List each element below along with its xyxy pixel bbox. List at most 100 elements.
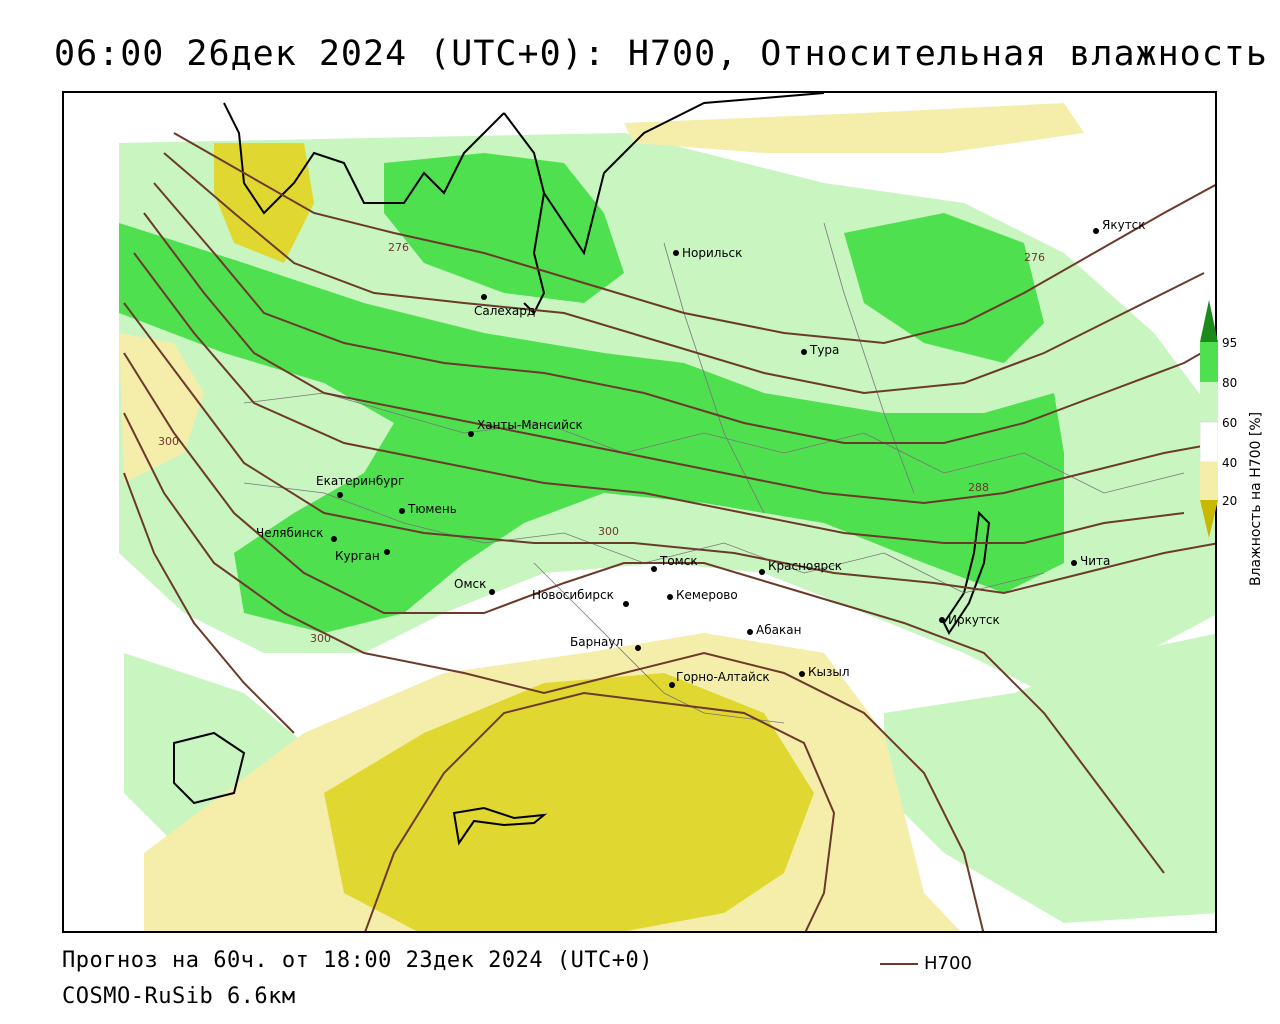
contour-labels: 276 276 288 300 300 300 (158, 241, 1045, 645)
city-marker (399, 508, 405, 514)
contour-label-300-mid: 300 (598, 525, 619, 538)
city-label: Омск (454, 577, 486, 591)
map-area: 276 276 288 300 300 300 Норильск Якутск Са… (62, 91, 1217, 933)
city-label: Тура (809, 343, 839, 357)
dry-core-south (324, 673, 814, 931)
colorbar-band-40-60 (1199, 421, 1219, 463)
city-marker (673, 250, 679, 256)
legend-h700-label: H700 (924, 953, 972, 974)
city-abakan: Абакан (747, 623, 801, 637)
contour-label-300-far-west: 300 (158, 435, 179, 448)
city-omsk: Омск (454, 577, 495, 595)
colorbar-tick-80: 80 (1222, 376, 1238, 390)
contour-label-276-east: 276 (1024, 251, 1045, 264)
city-marker (939, 617, 945, 623)
colorbar-tick-20: 20 (1222, 494, 1238, 508)
colorbar-title: Влажность на H700 [%] (1248, 411, 1264, 586)
map-title: 06:00 26дек 2024 (UTC+0): H700, Относите… (54, 34, 1268, 74)
city-label: Салехард (474, 304, 535, 318)
legend-h700-line (880, 963, 918, 965)
city-kemerovo: Кемерово (667, 588, 738, 602)
city-label: Новосибирск (532, 588, 614, 602)
colorbar-svg (1199, 300, 1219, 538)
city-label: Ханты-Мансийск (477, 418, 583, 432)
colorbar-band-60-80 (1200, 382, 1218, 422)
city-tyumen: Тюмень (399, 502, 457, 516)
contour-label-300-west: 300 (310, 632, 331, 645)
city-barnaul: Барнаул (570, 635, 641, 651)
city-marker (635, 645, 641, 651)
city-marker (651, 566, 657, 572)
city-tomsk: Томск (651, 554, 698, 572)
h700-contours (123, 132, 1215, 931)
city-irkutsk: Иркутск (939, 613, 1000, 627)
city-salekhard: Салехард (474, 294, 535, 318)
city-label: Кызыл (808, 665, 850, 679)
forecast-info: Прогноз на 60ч. от 18:00 23дек 2024 (UTC… (62, 948, 654, 973)
city-label: Тюмень (407, 502, 457, 516)
city-marker (337, 492, 343, 498)
region-borders (243, 222, 1185, 724)
contour-label-276-west: 276 (388, 241, 409, 254)
city-label: Якутск (1102, 218, 1146, 232)
colorbar-cap-bottom (1200, 500, 1218, 538)
colorbar-band-80-95 (1200, 342, 1218, 382)
city-label: Барнаул (570, 635, 623, 649)
city-label: Абакан (756, 623, 801, 637)
colorbar-tick-40: 40 (1222, 456, 1238, 470)
city-marker (801, 349, 807, 355)
city-kyzyl: Кызыл (799, 665, 850, 679)
city-label: Норильск (682, 246, 742, 260)
city-label: Челябинск (256, 526, 323, 540)
coastline (173, 93, 991, 846)
city-marker (669, 682, 675, 688)
wet-band-east (844, 213, 1044, 363)
city-label: Томск (659, 554, 698, 568)
city-marker (623, 601, 629, 607)
city-chelyabinsk: Челябинск (256, 526, 337, 542)
city-marker (384, 549, 390, 555)
dry-strip-north (624, 103, 1084, 153)
humidity-colorbar (1199, 300, 1219, 540)
lake-balkhash (452, 806, 548, 846)
city-label: Горно-Алтайск (676, 670, 770, 684)
colorbar-cap-top (1200, 300, 1218, 342)
city-yakutsk: Якутск (1093, 218, 1146, 234)
colorbar-band-20-40 (1200, 462, 1218, 500)
city-kurgan: Курган (335, 549, 390, 563)
dry-zone-northwest (214, 143, 314, 263)
city-label: Чита (1080, 554, 1110, 568)
city-marker (331, 536, 337, 542)
wet-band-main (119, 223, 1064, 633)
city-khanty: Ханты-Мансийск (468, 418, 583, 437)
city-marker (489, 589, 495, 595)
city-marker (759, 569, 765, 575)
city-layer: Норильск Якутск Салехард Тура Ханты-Мансийск… (256, 218, 1146, 688)
city-marker (1071, 560, 1077, 566)
city-marker (667, 594, 673, 600)
city-label: Иркутск (948, 613, 1000, 627)
city-norilsk: Норильск (673, 246, 742, 260)
city-marker (468, 431, 474, 437)
city-tura: Тура (801, 343, 839, 357)
contour-label-288: 288 (968, 481, 989, 494)
colorbar-tick-60: 60 (1222, 416, 1238, 430)
colorbar-tick-95: 95 (1222, 336, 1238, 350)
city-gorno: Горно-Алтайск (669, 670, 770, 688)
city-marker (481, 294, 487, 300)
city-label: Красноярск (768, 559, 842, 573)
wet-band-north (384, 153, 624, 303)
city-marker (747, 629, 753, 635)
city-label: Кемерово (676, 588, 738, 602)
city-label: Курган (335, 549, 380, 563)
humidity-fields (64, 93, 1215, 931)
city-chita: Чита (1071, 554, 1110, 568)
city-ekb: Екатеринбург (316, 474, 404, 498)
model-name: COSMO-RuSib 6.6км (62, 984, 296, 1009)
city-marker (1093, 228, 1099, 234)
city-krasnoyarsk: Красноярск (759, 559, 842, 575)
map-canvas: 276 276 288 300 300 300 Норильск Якутск Са… (64, 93, 1215, 931)
city-marker (799, 671, 805, 677)
city-novosibirsk: Новосибирск (532, 588, 629, 607)
city-label: Екатеринбург (316, 474, 404, 488)
